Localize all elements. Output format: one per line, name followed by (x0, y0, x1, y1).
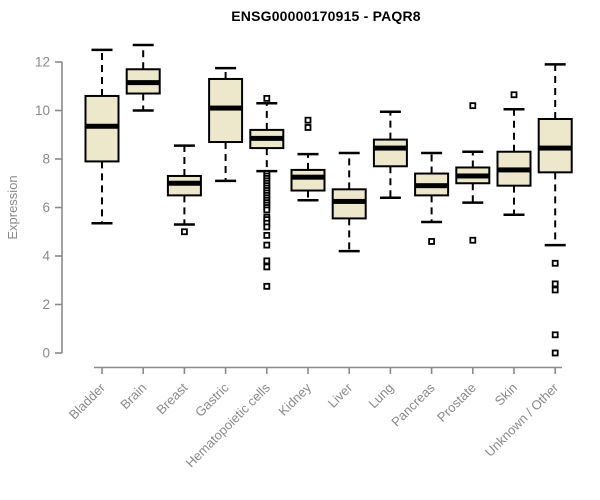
x-category-label: Skin (492, 380, 520, 408)
outlier-point (428, 238, 436, 245)
y-tick-label: 2 (42, 297, 50, 312)
box-kidney (290, 168, 326, 192)
outlier-point (304, 116, 312, 124)
outlier-point (551, 331, 559, 339)
median-line (85, 123, 119, 129)
outlier-point (304, 124, 312, 131)
median-line (291, 174, 325, 180)
x-category-label: Bladder (66, 380, 109, 423)
outlier-point (469, 102, 477, 110)
median-line (126, 80, 160, 86)
outlier-point (551, 280, 559, 288)
outlier-point (551, 286, 559, 294)
box-lung (372, 138, 408, 168)
y-tick-label: 10 (35, 103, 50, 118)
y-tick-label: 8 (42, 152, 50, 167)
outlier-point (263, 263, 271, 271)
outlier-point (469, 236, 477, 244)
x-category-label: Gastric (192, 380, 232, 420)
outlier-point (551, 259, 559, 267)
median-line (250, 135, 284, 141)
outlier-point (263, 206, 271, 214)
x-category-label: Liver (325, 380, 356, 411)
x-category-label: Prostate (434, 380, 479, 425)
outlier-point (263, 231, 271, 239)
outlier-point (510, 91, 518, 99)
median-line (497, 167, 531, 173)
median-line (167, 180, 201, 186)
x-category-label: Breast (153, 380, 190, 417)
outlier-point (263, 241, 271, 249)
x-category-label: Pancreas (388, 380, 438, 430)
y-tick-label: 12 (35, 55, 50, 70)
x-category-label: Lung (365, 380, 396, 411)
chart-title: ENSG00000170915 - PAQR8 (231, 8, 421, 24)
outlier-point (180, 228, 188, 236)
y-axis-label: Expression (5, 175, 20, 239)
outlier-point (263, 282, 271, 290)
y-tick-label: 6 (42, 200, 50, 215)
median-line (415, 183, 449, 189)
outlier-point (263, 223, 271, 231)
outlier-point (263, 94, 271, 102)
x-category-label: Unknown / Other (482, 380, 562, 460)
x-category-label: Brain (117, 380, 149, 412)
median-line (373, 145, 407, 151)
median-line (538, 145, 572, 151)
median-line (209, 105, 243, 111)
outlier-point (551, 349, 559, 357)
median-line (456, 173, 490, 179)
outlier-point (263, 257, 271, 265)
x-category-label: Kidney (275, 380, 314, 419)
median-line (332, 198, 366, 204)
y-tick-label: 4 (42, 249, 50, 264)
y-tick-label: 0 (42, 346, 50, 361)
